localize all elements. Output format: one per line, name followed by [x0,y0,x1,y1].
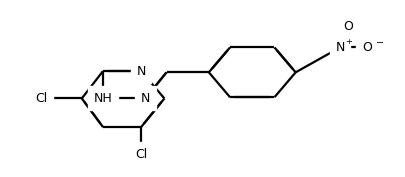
Text: N: N [136,65,146,78]
Text: NH: NH [94,92,112,105]
Text: N: N [141,92,150,105]
Text: O: O [343,20,354,33]
Text: −: − [376,38,384,48]
Text: O: O [362,41,372,54]
Text: +: + [345,38,352,46]
Text: Cl: Cl [36,92,48,105]
Text: N: N [335,41,345,54]
Text: Cl: Cl [135,148,147,161]
